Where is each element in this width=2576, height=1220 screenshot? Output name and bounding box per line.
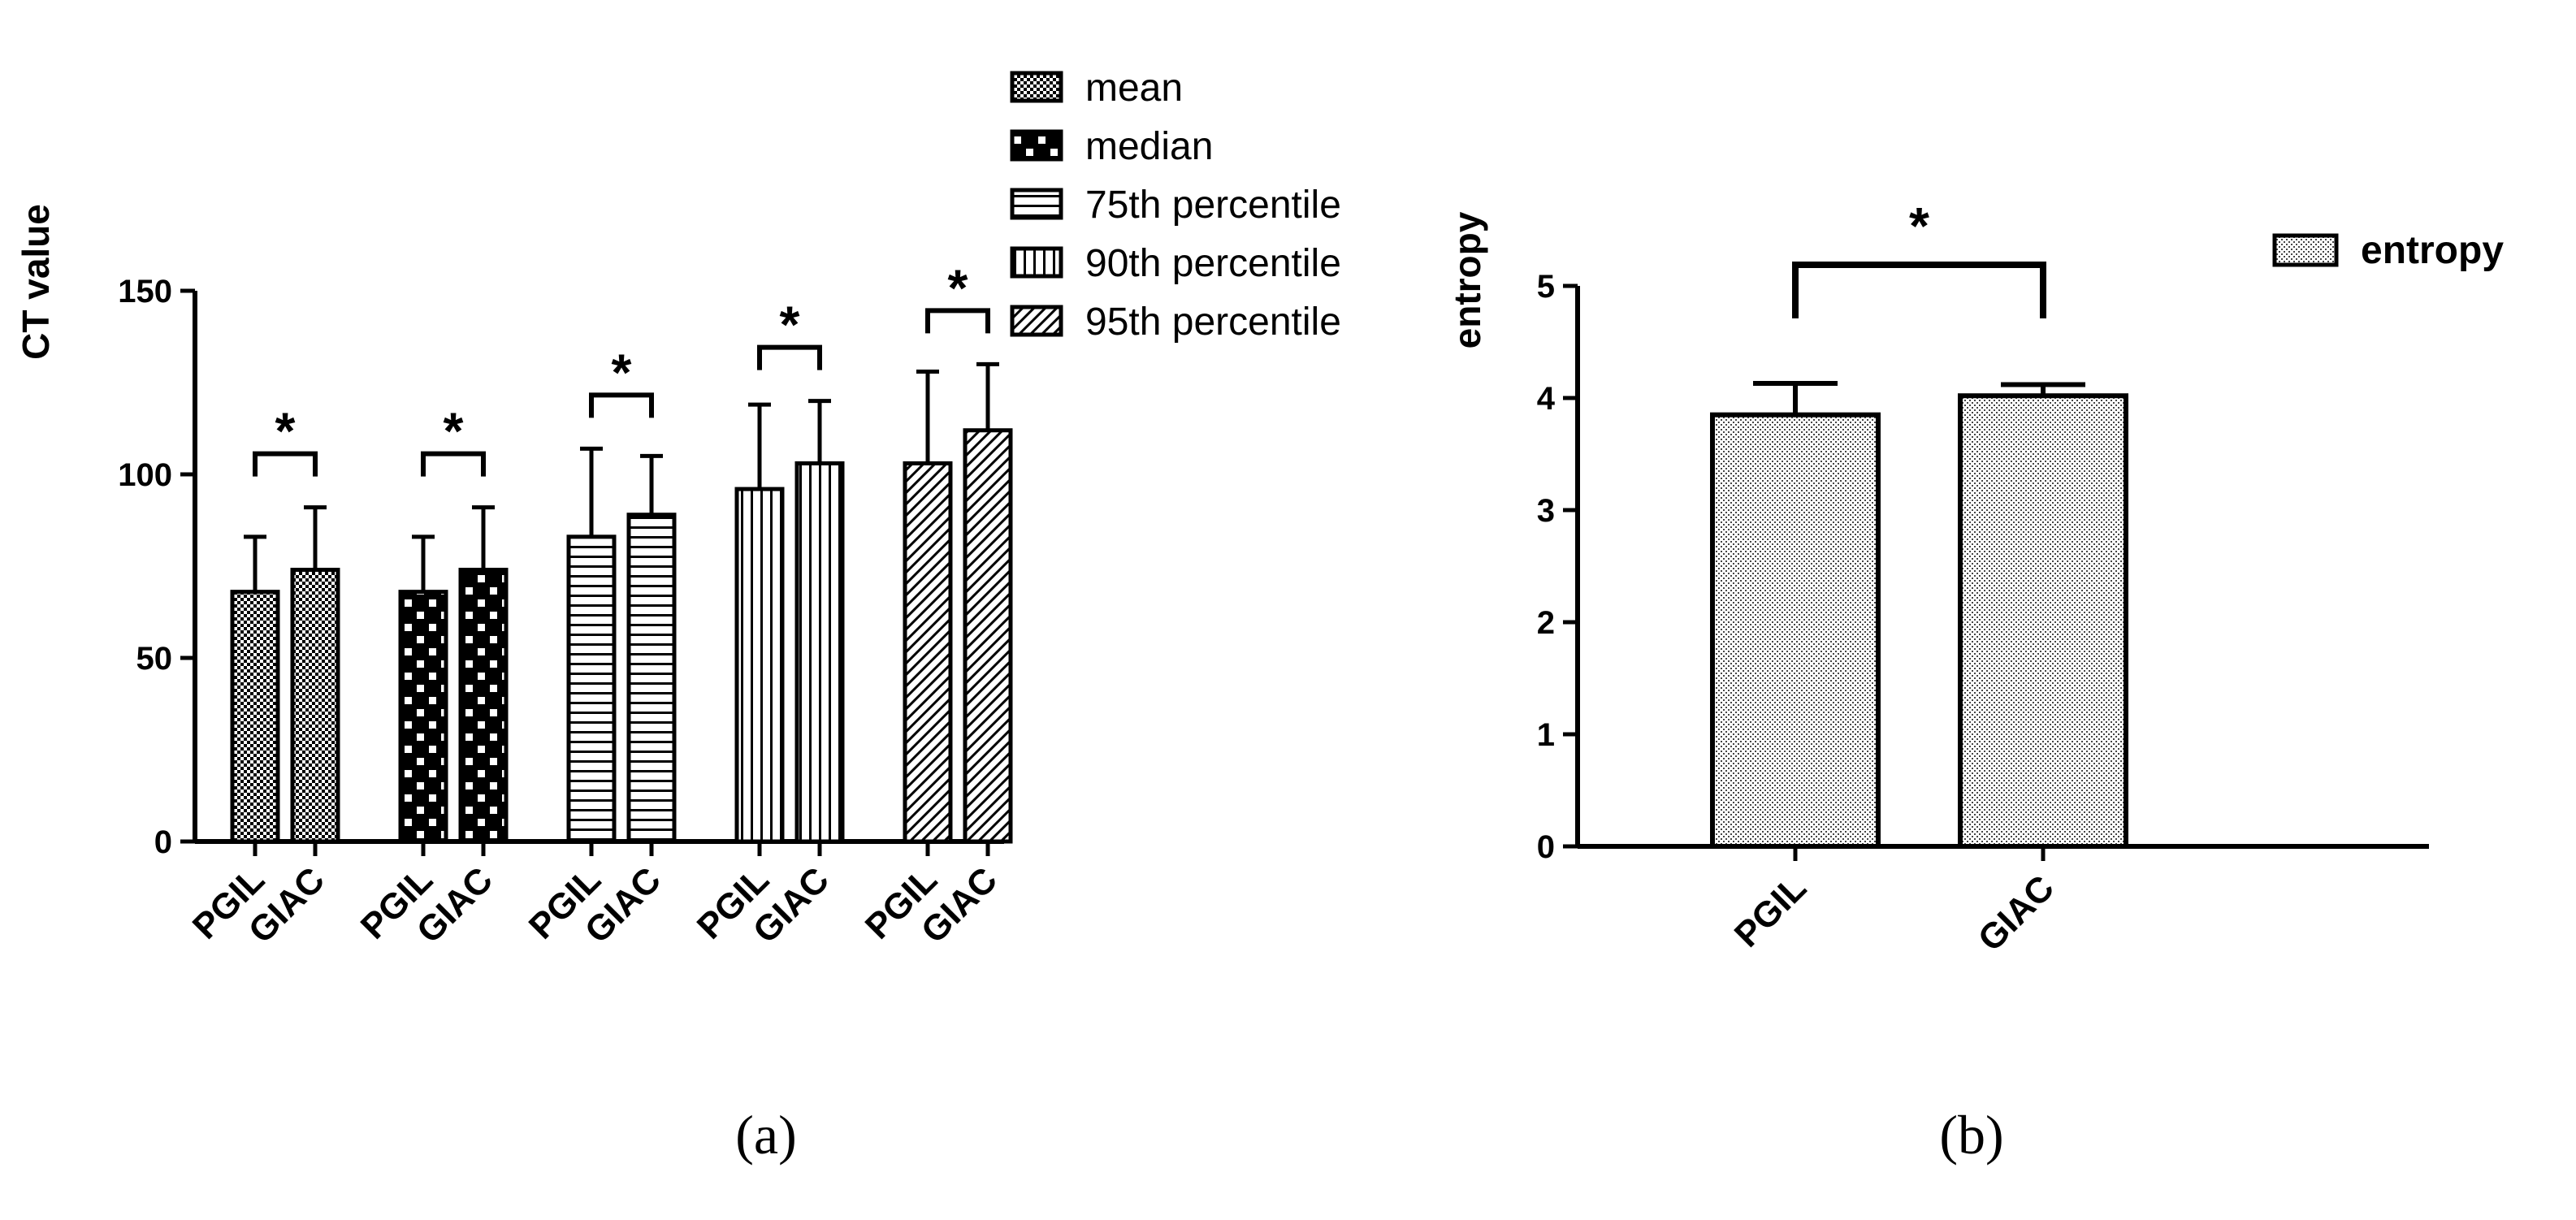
panel-b-legend: entropy (2272, 229, 2504, 272)
panel-a-bar-90th-percentile-GIAC (794, 461, 845, 844)
caption-a-close: ) (778, 1104, 797, 1166)
caption-a-open: ( (735, 1104, 754, 1166)
panel-a-bars: * * * * * (230, 258, 1013, 844)
panel-b-y-tick-label: 5 (1537, 269, 1555, 305)
panel-a-significance-bracket (253, 451, 318, 477)
panel-a-significance-star: * (612, 343, 632, 401)
panel-b-y-tick-label: 2 (1537, 605, 1555, 641)
caption-a-letter: a (754, 1104, 778, 1166)
panel-a-significance-bracket (421, 451, 486, 477)
panel-a-y-tick-label: 50 (136, 641, 173, 677)
panel-b-significance-bracket (1792, 262, 2046, 318)
panel-a-legend-swatch-75th-percentile (1010, 188, 1063, 220)
panel-a-significance-star: * (444, 402, 464, 461)
panel-b-bars: * (1710, 197, 2128, 849)
panel-a-y-axis-label: CT value (15, 204, 57, 360)
caption-b: (b) (1939, 1104, 2003, 1166)
panel-a-legend-label: median (1085, 125, 1213, 168)
panel-b-bar-PGIL (1710, 412, 1881, 849)
panel-a-y-tick-label: 0 (154, 824, 172, 860)
panel-b-chart: 0 1 2 3 4 5 PGIL GIAC * entropy entropy (1446, 197, 2504, 959)
panel-a-bar-90th-percentile-PGIL (734, 487, 785, 844)
caption-b-close: ) (1985, 1104, 2004, 1166)
panel-b-y-axis-label: entropy (1446, 211, 1488, 348)
panel-a-bar-mean-GIAC (290, 568, 340, 844)
panel-a-significance-bracket (925, 308, 990, 334)
panel-b-x-tick-label: PGIL (1727, 867, 1814, 954)
panel-b-legend-swatch-entropy (2272, 233, 2339, 267)
panel-a-bar-median-GIAC (458, 568, 509, 844)
panel-a-bar-95th-percentile-PGIL (903, 461, 953, 844)
panel-b-x-tick-label: GIAC (1971, 867, 2062, 958)
panel-a-significance-star: * (780, 296, 800, 354)
panel-a-legend-label: 90th percentile (1085, 242, 1341, 285)
panel-a-bar-median-PGIL (398, 590, 448, 844)
panel-a-legend: mean median 75th percentile 90th percentile… (1010, 67, 1341, 344)
panel-a-bar-mean-PGIL (230, 590, 280, 844)
panel-a-legend-swatch-mean (1010, 71, 1063, 103)
caption-a: (a) (735, 1104, 797, 1166)
panel-a-significance-star: * (275, 402, 296, 461)
panel-b-y-tick-label: 1 (1537, 717, 1555, 753)
panel-b-bar-GIAC (1958, 393, 2128, 849)
panel-b-y-tick-label: 0 (1537, 829, 1555, 865)
panel-a-y-tick-label: 100 (118, 457, 172, 493)
panel-a-significance-bracket (589, 392, 654, 418)
panel-a-bar-95th-percentile-GIAC (963, 428, 1013, 844)
panel-b-significance-star: * (1909, 197, 1929, 255)
panel-a-significance-star: * (948, 258, 968, 317)
panel-a-legend-label: 75th percentile (1085, 184, 1341, 227)
panel-a-legend-label: mean (1085, 67, 1183, 110)
panel-b-legend-label: entropy (2361, 229, 2504, 272)
caption-b-open: ( (1939, 1104, 1958, 1166)
panel-b-y-tick-label: 4 (1537, 381, 1556, 417)
panel-b-y-tick-label: 3 (1537, 493, 1555, 529)
panel-a-y-tick-label: 150 (118, 274, 172, 309)
panel-a-legend-swatch-95th-percentile (1010, 305, 1063, 337)
panel-a-bar-75th-percentile-PGIL (566, 534, 617, 844)
caption-b-letter: b (1958, 1104, 1985, 1166)
panel-a-bar-75th-percentile-GIAC (626, 513, 677, 844)
panel-a-legend-swatch-median (1010, 129, 1063, 162)
panel-a-legend-label: 95th percentile (1085, 301, 1341, 344)
panel-a-significance-bracket (757, 344, 822, 370)
panel-a-legend-swatch-90th-percentile (1010, 246, 1063, 279)
